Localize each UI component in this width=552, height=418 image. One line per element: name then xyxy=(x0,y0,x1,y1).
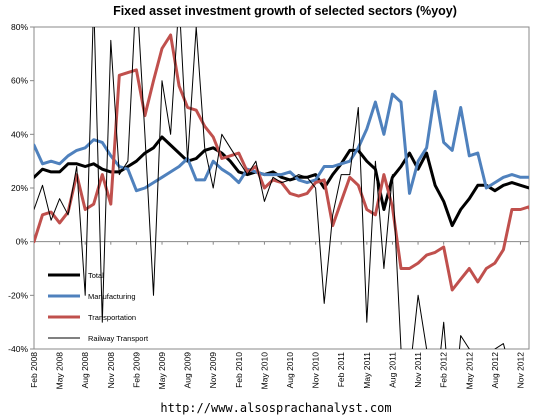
x-tick-label: May 2010 xyxy=(259,352,269,390)
plot-area xyxy=(33,26,530,350)
y-tick-label: 60% xyxy=(11,76,28,86)
x-tick-label: Nov 2008 xyxy=(106,352,116,389)
x-tick-label: Nov 2010 xyxy=(311,352,321,389)
y-tick-label: 40% xyxy=(11,129,28,139)
x-tick-label: May 2011 xyxy=(362,352,372,389)
x-tick-label: Nov 2012 xyxy=(515,352,525,389)
legend-label: Railway Transport xyxy=(88,334,149,343)
x-tick-label: Nov 2011 xyxy=(413,352,423,388)
y-tick-label: 20% xyxy=(11,183,28,193)
footer-url: http://www.alsosprachanalyst.com xyxy=(160,401,391,415)
legend-label: Manufacturing xyxy=(88,292,136,301)
x-tick-label: Aug 2008 xyxy=(80,352,90,389)
x-tick-label: Aug 2012 xyxy=(490,352,500,389)
x-tick-label: Feb 2012 xyxy=(439,352,449,388)
series-layer xyxy=(34,27,529,349)
x-tick-label: Feb 2011 xyxy=(336,352,346,388)
y-tick-label: -20% xyxy=(8,290,28,300)
x-tick-label: May 2008 xyxy=(55,352,65,390)
x-tick-label: Aug 2011 xyxy=(387,352,397,388)
x-tick-label: Feb 2008 xyxy=(29,352,39,388)
series-line-manufacturing xyxy=(34,89,529,195)
y-axis: 80% 60% 40% 20% 0% -20% -40% xyxy=(8,22,34,354)
series-line-railway-transport xyxy=(34,27,506,349)
legend-label: Total xyxy=(88,271,104,280)
x-tick-label: Aug 2010 xyxy=(285,352,295,389)
x-tick-label: Feb 2010 xyxy=(234,352,244,388)
x-tick-label: Aug 2009 xyxy=(183,352,193,389)
y-tick-label: 80% xyxy=(11,22,28,32)
legend-label: Transportation xyxy=(88,313,136,322)
x-tick-label: Nov 2009 xyxy=(208,352,218,389)
legend: Total Manufacturing Transportation Railway … xyxy=(48,271,149,343)
series-line-total xyxy=(34,135,529,228)
x-tick-label: May 2012 xyxy=(464,352,474,390)
x-tick-label: May 2009 xyxy=(157,352,167,390)
x-axis: Feb 2008 May 2008 Aug 2008 Nov 2008 Feb 2009… xyxy=(29,241,525,390)
y-tick-label: 0% xyxy=(16,237,29,247)
chart-title: Fixed asset investment growth of selecte… xyxy=(113,4,457,18)
series-line-transportation xyxy=(34,33,529,292)
y-tick-label: -40% xyxy=(8,344,28,354)
x-tick-label: Feb 2009 xyxy=(131,352,141,388)
